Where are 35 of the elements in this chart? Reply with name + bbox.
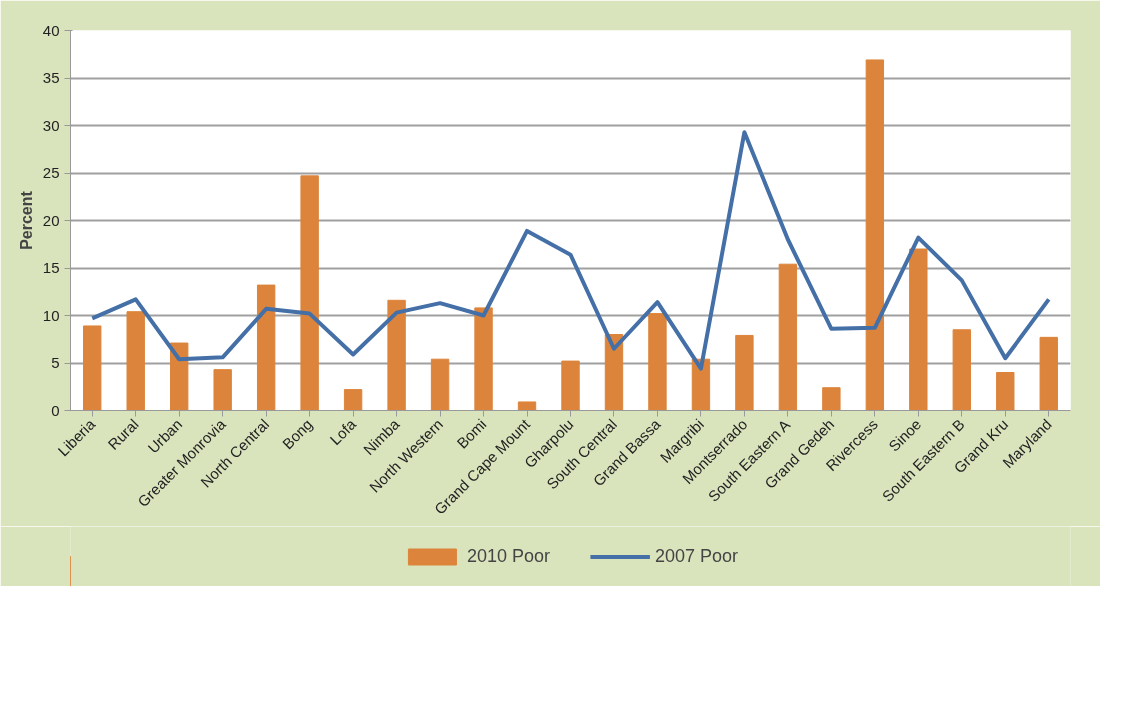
bar [996, 372, 1015, 411]
y-tick-label: 40 [42, 21, 60, 39]
bar [300, 175, 319, 411]
legend-label: 2007 Poor [655, 545, 739, 567]
y-axis-title: Percent [17, 190, 35, 250]
bar [735, 334, 754, 411]
line-series [90, 130, 1051, 371]
bar [387, 299, 406, 411]
y-tick-label: 10 [42, 306, 60, 324]
y-tick-label: 0 [51, 401, 60, 419]
bar [952, 329, 971, 411]
y-tick-label: 35 [42, 69, 60, 86]
x-tick-label: Lofa [326, 415, 360, 449]
bar [170, 342, 189, 411]
y-tick-label: 20 [42, 211, 60, 229]
y-tick-label: 30 [42, 116, 60, 134]
bar [126, 311, 145, 411]
bar [778, 263, 798, 411]
legend-label: 2010 Poor [466, 545, 550, 567]
bar [865, 59, 885, 411]
bar [909, 248, 928, 411]
y-tick-label: 5 [51, 354, 60, 371]
bar [83, 325, 102, 411]
bar [343, 389, 363, 411]
bar [648, 313, 667, 411]
bar [1039, 336, 1058, 411]
bar [474, 307, 493, 411]
bar [561, 360, 580, 411]
bar [430, 358, 450, 411]
y-tick-label: 15 [42, 259, 60, 276]
bar [517, 401, 537, 411]
bar [256, 284, 276, 411]
y-tick-label: 25 [42, 164, 60, 181]
bar [213, 369, 232, 411]
bar [822, 387, 841, 411]
